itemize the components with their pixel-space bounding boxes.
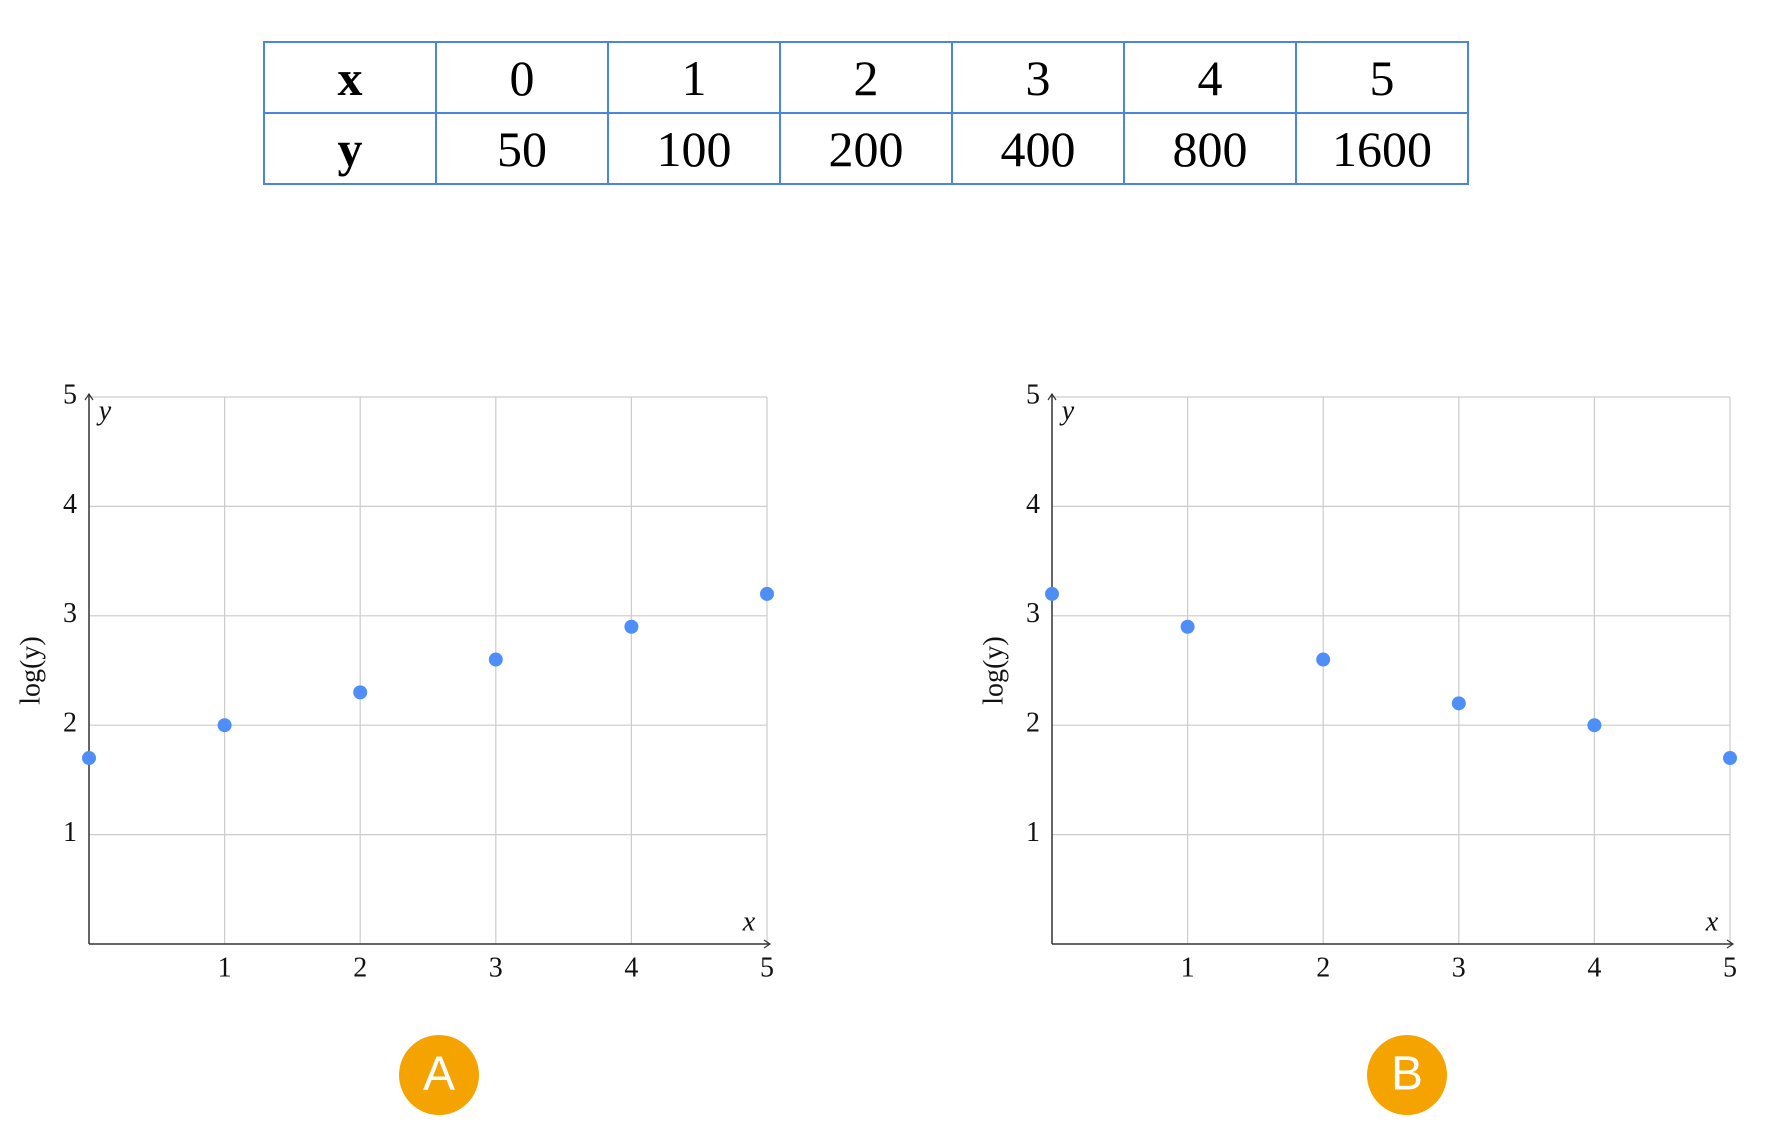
x-tick-label: 3 bbox=[1452, 952, 1466, 983]
y-tick-label: 4 bbox=[1026, 489, 1040, 520]
row-header: y bbox=[263, 112, 437, 185]
y-tick-label: 5 bbox=[1026, 379, 1040, 410]
table-cell: 800 bbox=[1123, 112, 1297, 185]
row-header: x bbox=[263, 41, 437, 114]
option-badge bbox=[1367, 1035, 1447, 1115]
x-tick-label: 4 bbox=[624, 952, 638, 983]
table-cell: 100 bbox=[607, 112, 781, 185]
y-axis-name: y bbox=[1059, 395, 1075, 426]
y-tick-label: 4 bbox=[63, 489, 77, 520]
option-badge bbox=[399, 1035, 479, 1115]
option-label: A bbox=[423, 1048, 455, 1101]
data-point bbox=[353, 685, 368, 700]
table-cell: 1600 bbox=[1295, 112, 1469, 185]
data-point bbox=[1316, 652, 1331, 667]
table-cell: 200 bbox=[779, 112, 953, 185]
x-tick-label: 4 bbox=[1587, 952, 1601, 983]
y-tick-label: 3 bbox=[63, 598, 77, 629]
table-cell: 3 bbox=[951, 41, 1125, 114]
answer-option[interactable]: B bbox=[1367, 1035, 1447, 1115]
y-tick-label: 2 bbox=[63, 708, 77, 739]
y-axis-arrow bbox=[1047, 392, 1057, 401]
table-row: y 50 100 200 400 800 1600 bbox=[263, 112, 1469, 185]
data-point bbox=[217, 718, 232, 733]
x-axis-name: x bbox=[1705, 906, 1719, 937]
x-tick-label: 1 bbox=[218, 952, 232, 983]
x-tick-label: 2 bbox=[353, 952, 367, 983]
y-axis-arrow bbox=[84, 392, 94, 401]
y-axis-label: log(y) bbox=[978, 636, 1009, 704]
answer-option[interactable]: A bbox=[399, 1035, 479, 1115]
data-point bbox=[488, 652, 503, 667]
data-point bbox=[760, 586, 774, 601]
x-axis-name: x bbox=[742, 906, 756, 937]
y-tick-label: 5 bbox=[63, 379, 77, 410]
x-tick-label: 3 bbox=[489, 952, 503, 983]
table-cell: 1 bbox=[607, 41, 781, 114]
table-cell: 50 bbox=[435, 112, 609, 185]
data-point bbox=[1180, 619, 1195, 634]
x-tick-label: 5 bbox=[1723, 952, 1737, 983]
data-point bbox=[624, 619, 639, 634]
y-axis-name: y bbox=[96, 395, 112, 426]
y-axis-label: log(y) bbox=[15, 636, 46, 704]
table-cell: 400 bbox=[951, 112, 1125, 185]
data-table: x 0 1 2 3 4 5 y 50 100 200 400 800 1600 bbox=[263, 41, 1469, 185]
y-tick-label: 3 bbox=[1026, 598, 1040, 629]
x-axis-arrow bbox=[1726, 939, 1735, 949]
table-cell: 2 bbox=[779, 41, 953, 114]
table-cell: 4 bbox=[1123, 41, 1297, 114]
option-label: B bbox=[1391, 1048, 1423, 1101]
data-point bbox=[1451, 696, 1466, 711]
table-cell: 0 bbox=[435, 41, 609, 114]
data-point bbox=[1723, 751, 1737, 766]
x-tick-label: 1 bbox=[1181, 952, 1195, 983]
x-tick-label: 5 bbox=[760, 952, 774, 983]
x-axis-arrow bbox=[763, 939, 772, 949]
y-tick-label: 2 bbox=[1026, 708, 1040, 739]
data-point bbox=[82, 751, 96, 766]
x-tick-label: 2 bbox=[1316, 952, 1330, 983]
data-point bbox=[1045, 586, 1059, 601]
y-tick-label: 1 bbox=[1026, 817, 1040, 848]
table-cell: 5 bbox=[1295, 41, 1469, 114]
data-point bbox=[1587, 718, 1602, 733]
y-tick-label: 1 bbox=[63, 817, 77, 848]
